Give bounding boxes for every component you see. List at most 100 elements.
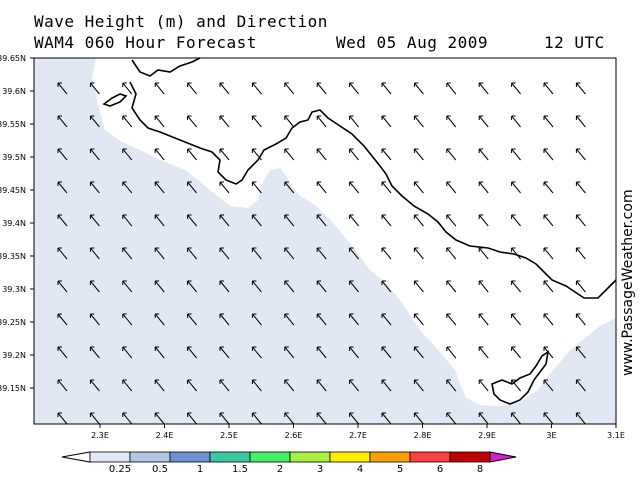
wave-arrow-head [187,214,192,219]
wave-arrow-head [478,82,484,87]
wave-arrow [478,181,489,194]
wave-arrow [316,412,327,425]
wave-arrow-head [543,82,548,87]
wave-arrow-head [251,115,257,120]
latitude-axis: 39.65N 39.6N 39.55N 39.5N 39.45N 39.4N 39.35N 3… [0,54,34,393]
wave-arrow [57,313,68,326]
wave-arrow [349,82,359,95]
wave-arrow-head [316,412,322,417]
lon-label: 2.8E [414,431,432,440]
wave-arrow [543,181,554,194]
wave-arrow-head [413,247,419,252]
wave-arrow-head [122,346,127,351]
wave-arrow-head [122,412,127,417]
wave-arrow [252,280,262,293]
lon-label: 2.6E [285,431,303,440]
wave-arrow [187,247,197,260]
wave-arrow [511,313,521,326]
wave-arrow [349,148,359,161]
wave-arrow-head [478,412,484,417]
wave-arrow-head [284,379,289,384]
wave-arrow-head [187,148,192,153]
wave-arrow-head [187,115,192,120]
wave-arrow [187,148,197,161]
wave-arrow-head [381,214,386,219]
wave-arrow [284,379,295,392]
legend-swatch [449,451,491,463]
wave-arrow [511,346,521,359]
legend-label: 6 [437,464,443,475]
wave-arrow-head [284,280,289,285]
wave-arrow [57,82,68,95]
wave-arrow [154,412,165,425]
wave-arrow [414,346,424,359]
wave-arrow [576,214,586,227]
wave-arrow [446,379,457,392]
wave-arrow-head [89,280,95,285]
wave-arrow [576,148,586,161]
wave-arrow [543,346,554,359]
wave-arrow-head [511,148,516,153]
wave-arrow [349,247,359,260]
wave-arrow-head [219,82,224,87]
wave-arrow [381,247,392,260]
wave-arrow-head [57,313,62,318]
wave-arrow [576,379,586,392]
wave-arrow-head [251,247,257,252]
wave-arrow-head [413,412,419,417]
wave-arrow-head [349,115,354,120]
wave-arrow-head [219,313,224,318]
wave-arrow-head [446,280,451,285]
wave-arrow-head [284,181,289,186]
wave-arrow-head [575,82,581,87]
legend-swatch [89,451,131,463]
wave-arrow-head [575,148,581,153]
wave-arrow-head [543,181,548,186]
lat-label: 39.2N [2,351,26,360]
wave-arrow [154,148,165,161]
wave-arrow-head [316,280,322,285]
website-credit: www.PassageWeather.com [620,189,636,376]
wave-arrow [316,115,327,128]
wave-arrow-head [251,412,257,417]
wave-arrow-head [187,280,192,285]
wave-arrow [90,82,100,95]
wave-arrow-head [478,148,484,153]
wave-arrow-head [316,313,322,318]
wave-arrow-head [381,280,386,285]
lat-label: 39.25N [0,318,26,327]
wave-arrow [252,214,262,227]
wave-arrow-head [575,280,581,285]
wave-arrow [381,346,392,359]
wave-arrow-head [543,148,548,153]
legend-swatch [129,451,171,463]
lon-label: 3E [546,431,556,440]
wave-arrow-head [511,115,516,120]
wave-arrow-head [316,379,322,384]
lon-label: 2.3E [91,431,109,440]
bay-islet [102,93,128,107]
wave-arrow [316,346,327,359]
wave-arrow-head [122,247,127,252]
wave-arrow-head [316,247,322,252]
legend-max-triangle [489,451,517,463]
wave-arrow [219,214,230,227]
wave-arrow [154,379,165,392]
wave-arrow-head [251,82,257,87]
wave-arrow [90,313,100,326]
wave-arrow-head [251,280,257,285]
wave-arrow [446,280,457,293]
wave-arrow-head [122,115,127,120]
wave-arrow [284,346,295,359]
wave-arrow [576,181,586,194]
wave-arrow [219,247,230,260]
wave-arrow [90,280,100,293]
wave-arrow [511,181,521,194]
wave-arrow [446,313,457,326]
wave-arrow [478,115,489,128]
wave-arrow-head [413,181,419,186]
wave-arrow-head [154,247,160,252]
lat-label: 39.15N [0,384,26,393]
wave-arrow [57,181,68,194]
wave-arrow-head [413,280,419,285]
